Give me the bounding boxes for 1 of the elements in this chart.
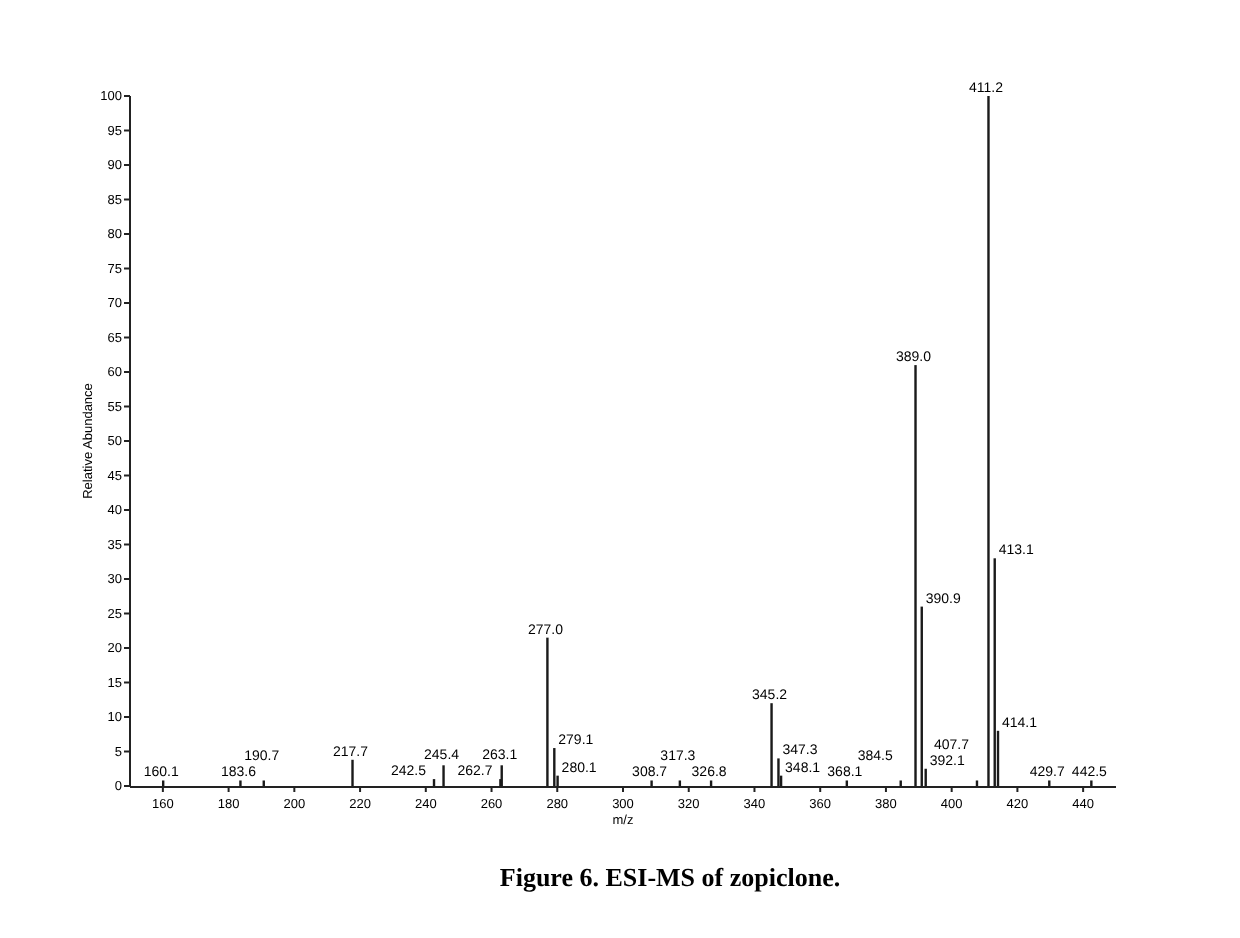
caption: Figure 6. ESI-MS of zopiclone.	[499, 862, 841, 892]
